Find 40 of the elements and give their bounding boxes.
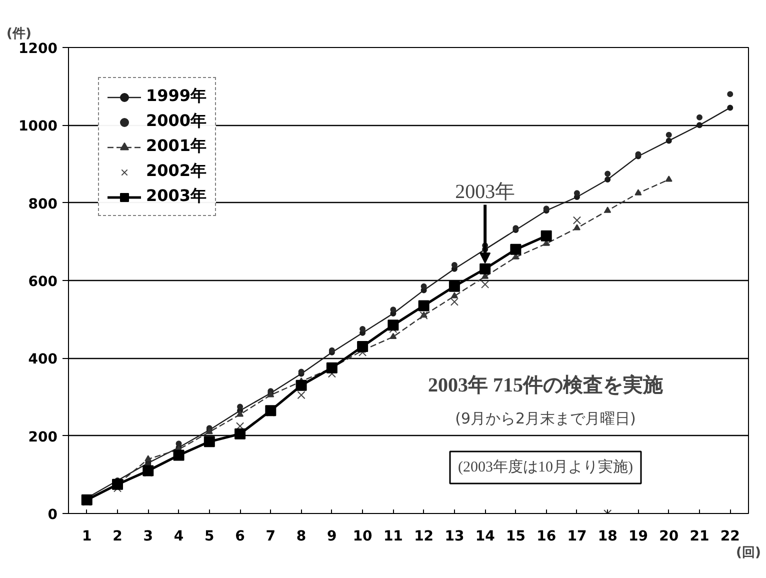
x-tick-label: 20 [659,528,679,544]
y-tick-label: 800 [28,196,58,212]
x-tick-label: 16 [536,528,556,544]
y-tick-label: 1000 [18,118,58,135]
x-tick-label: 10 [352,528,373,544]
legend-label: 2000年 [146,111,207,132]
x-tick-label: 5 [204,528,214,544]
x-tick-label: 18 [598,528,618,544]
annotation: 2003年 715件の検査を実施 [428,374,663,396]
x-tick-label: 13 [444,528,464,544]
x-tick-label: 17 [567,528,587,544]
y-tick-label: 1200 [18,41,58,57]
annotation: 2003年 [455,180,516,203]
x-axis-title: (回) [736,546,761,560]
x-tick-label: 22 [720,528,740,544]
x-tick-label: 19 [628,528,648,544]
annotation: (9月から2月末まで月曜日) [455,410,636,428]
x-tick-label: 4 [174,528,184,544]
annotation: (2003年度は10月より実施) [458,458,634,476]
x-tick-label: 6 [235,528,245,544]
x-tick-label: 7 [266,528,276,544]
x-tick-label: 14 [475,528,496,544]
y-tick-label: 400 [28,352,58,368]
y-tick-label: 600 [28,274,58,290]
y-tick-label: 200 [28,429,58,446]
x-tick-label: 8 [296,528,306,544]
legend-label: 2001年 [146,136,207,157]
y-axis-title: (件) [6,26,32,42]
x-tick-label: 9 [327,528,337,544]
y-tick-label: 0 [48,507,58,523]
legend-label: 1999年 [146,86,207,107]
x-tick-label: 3 [143,528,154,544]
legend-label: 2002年 [146,161,207,182]
x-tick-label: 12 [414,528,434,544]
x-tick-label: 11 [383,528,403,544]
legend-label: 2003年 [146,186,207,207]
x-tick-label: 1 [82,528,92,544]
x-tick-label: 21 [690,528,710,544]
x-tick-label: 15 [506,528,526,544]
x-tick-label: 2 [112,528,122,544]
